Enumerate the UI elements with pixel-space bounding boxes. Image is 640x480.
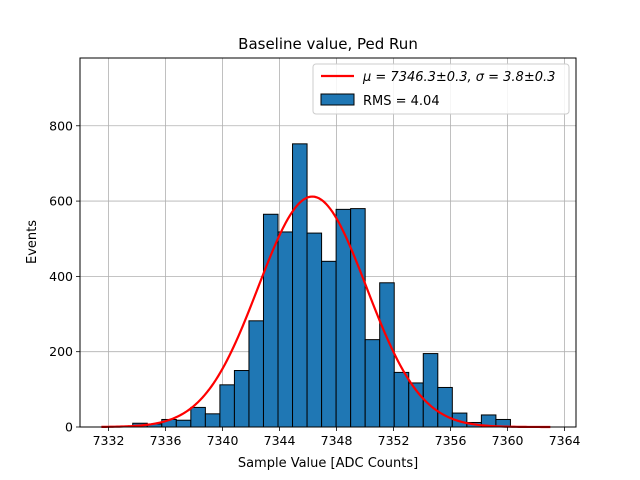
gaussian-fit-curve bbox=[101, 195, 551, 429]
x-tick-label: 7352 bbox=[378, 433, 410, 448]
x-tick-label: 7336 bbox=[150, 433, 182, 448]
chart-title: Baseline value, Ped Run bbox=[238, 35, 418, 53]
histogram-bar bbox=[364, 339, 381, 428]
histogram-bar bbox=[190, 406, 206, 428]
y-tick-label: 0 bbox=[65, 420, 73, 435]
histogram-bar bbox=[422, 353, 439, 428]
legend-fit-label-mu: μ = 7346.3±0.3, bbox=[362, 70, 476, 85]
x-axis-label: Sample Value [ADC Counts] bbox=[238, 456, 418, 471]
histogram-bar bbox=[262, 213, 279, 428]
legend-fit-label: μ = 7346.3±0.3, σ = 3.8±0.3 bbox=[362, 70, 555, 85]
plot-frame bbox=[79, 57, 577, 428]
y-tick-label: 200 bbox=[49, 344, 73, 359]
histogram-bar bbox=[321, 260, 337, 428]
y-tick-label: 800 bbox=[49, 118, 73, 133]
x-tick-label: 7364 bbox=[549, 433, 581, 448]
legend-hist-label: RMS = 4.04 bbox=[363, 94, 440, 109]
histogram-bar bbox=[204, 413, 221, 428]
histogram-bar bbox=[379, 282, 395, 428]
histogram-bar bbox=[393, 371, 410, 428]
x-tick-label: 7332 bbox=[93, 433, 125, 448]
histogram-bar bbox=[306, 232, 323, 428]
x-tick-label: 7344 bbox=[264, 433, 296, 448]
legend-hist-swatch bbox=[320, 93, 355, 106]
histogram-bar bbox=[292, 143, 308, 428]
axis-ticks: 7332 7336 7340 7344 7348 7352 7356 7360 7364 0 200… bbox=[49, 118, 580, 448]
histogram-bar bbox=[248, 320, 264, 428]
y-tick-label: 400 bbox=[49, 269, 73, 284]
x-tick-label: 7360 bbox=[492, 433, 524, 448]
legend: μ = 7346.3±0.3, σ = 3.8±0.3 RMS = 4.04 bbox=[312, 63, 570, 115]
histogram-bar bbox=[219, 384, 235, 428]
y-tick-label: 600 bbox=[49, 194, 73, 209]
x-tick-label: 7340 bbox=[207, 433, 239, 448]
x-tick-label: 7356 bbox=[435, 433, 467, 448]
histogram-bar bbox=[350, 208, 366, 428]
x-tick-label: 7348 bbox=[321, 433, 353, 448]
histogram-bar bbox=[233, 370, 250, 428]
histogram-bar bbox=[175, 419, 192, 428]
legend-box bbox=[312, 63, 570, 115]
y-axis-label: Events bbox=[25, 220, 40, 264]
legend-fit-label-sigma: σ = 3.8±0.3 bbox=[476, 70, 556, 85]
histogram-bar bbox=[277, 231, 294, 428]
histogram-bar bbox=[437, 386, 453, 428]
